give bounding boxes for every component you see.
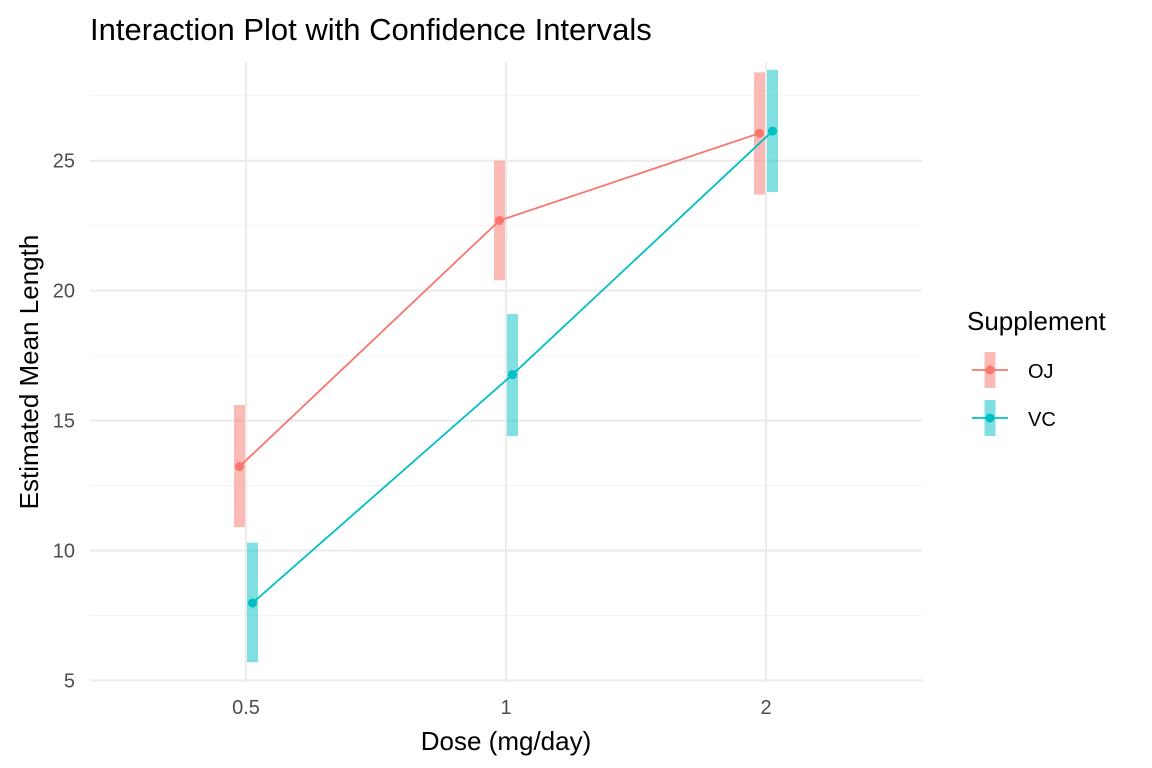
grid [90,62,922,683]
y-tick-label: 25 [53,151,75,173]
x-tick-label: 1 [500,697,511,719]
y-tick-label: 20 [53,281,75,303]
chart-title: Interaction Plot with Confidence Interva… [90,12,652,47]
legend-title: Supplement [967,306,1107,336]
y-axis-ticks: 5 10 15 20 25 [53,151,75,693]
x-tick-label: 0.5 [232,697,260,719]
data-point-vc [768,126,777,136]
data-point-oj [235,462,244,472]
legend-point-key-vc [985,413,995,423]
x-axis-ticks: 0.5 1 2 [232,697,771,719]
legend: Supplement OJ VC [967,306,1107,436]
data-point-oj [495,215,504,225]
data-point-oj [755,128,764,138]
series-points [235,126,777,608]
data-point-vc [248,598,257,608]
data-point-vc [508,370,517,380]
legend-point-key-oj [985,365,995,375]
y-tick-label: 10 [53,540,75,562]
y-tick-label: 5 [64,670,75,692]
legend-label-vc: VC [1028,409,1056,431]
x-axis-title: Dose (mg/day) [421,726,592,756]
legend-items: OJ VC [972,352,1056,436]
legend-label-oj: OJ [1028,361,1054,383]
y-tick-label: 15 [53,411,75,433]
y-axis-title: Estimated Mean Length [14,235,44,510]
x-tick-label: 2 [760,697,771,719]
